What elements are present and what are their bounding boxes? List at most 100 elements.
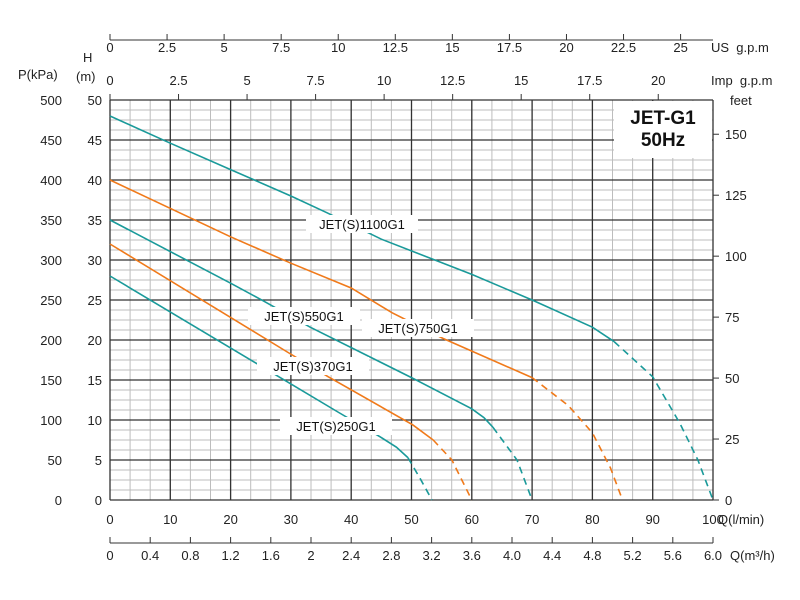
series-label: JET(S)550G1 [264,309,343,324]
feet-tick-label: 75 [725,310,739,325]
m3h-tick-label: 4.0 [503,548,521,563]
series-label-bg [362,319,474,337]
us-gpm-tick-label: 15 [445,40,459,55]
imp-gpm-tick-label: 0 [106,73,113,88]
m3h-tick-label: 3.2 [423,548,441,563]
imp-gpm-tick-label: 5 [243,73,250,88]
series-label: JET(S)250G1 [296,419,375,434]
m3h-tick-label: 1.6 [262,548,280,563]
y-tick-label: 45 [88,133,102,148]
x-tick-label: 90 [645,512,659,527]
m3h-tick-label: 3.6 [463,548,481,563]
title-box: JET-G1 50Hz [614,101,712,158]
y-tick-label: 30 [88,253,102,268]
y-label-m: (m) [76,69,96,84]
m3h-tick-label: 5.2 [624,548,642,563]
y-tick-label: 50 [88,93,102,108]
kpa-tick-label: 300 [40,253,62,268]
series-label-bg [306,215,418,233]
y-tick-label: 35 [88,213,102,228]
feet-tick-label: 150 [725,127,747,142]
m3h-tick-label: 4.4 [543,548,561,563]
curve-jets370g1-solid [109,243,434,441]
chart-subtitle: 50Hz [641,130,685,151]
x-tick-label: 60 [465,512,479,527]
left-axis-label: P(kPa) [18,67,58,82]
us-gpm-tick-label: 0 [106,40,113,55]
imp-gpm-tick-label: 15 [514,73,528,88]
y-tick-label: 40 [88,173,102,188]
imp-gpm-tick-label: 17.5 [577,73,602,88]
kpa-tick-label: 150 [40,373,62,388]
m3h-tick-label: 5.6 [664,548,682,563]
kpa-tick-label: 500 [40,93,62,108]
kpa-tick-label: 400 [40,173,62,188]
x-tick-label: 50 [404,512,418,527]
us-gpm-tick-label: 7.5 [272,40,290,55]
m3h-tick-label: 6.0 [704,548,722,563]
kpa-tick-label: 50 [48,453,62,468]
kpa-tick-label: 450 [40,133,62,148]
kpa-tick-label: 100 [40,413,62,428]
m3h-tick-label: 0.8 [181,548,199,563]
curve-jets250g1-dashed [407,457,433,501]
kpa-tick-label: 350 [40,213,62,228]
imp-gpm-tick-label: 7.5 [307,73,325,88]
series-label: JET(S)370G1 [273,359,352,374]
curve-jets550g1-solid [109,219,494,428]
x-tick-label: 80 [585,512,599,527]
m3h-tick-label: 2.8 [382,548,400,563]
x-tick-label: 70 [525,512,539,527]
feet-tick-label: 125 [725,188,747,203]
us-gpm-tick-label: 2.5 [158,40,176,55]
feet-tick-label: 25 [725,432,739,447]
imp-gpm-tick-label: 20 [651,73,665,88]
curve-jets750g1-dashed [531,376,624,501]
us-gpm-tick-label: 22.5 [611,40,636,55]
kpa-tick-label: 200 [40,333,62,348]
us-gpm-tick-label: 5 [221,40,228,55]
x-tick-label: 10 [163,512,177,527]
us-gpm-tick-label: 17.5 [497,40,522,55]
feet-tick-label: 0 [725,493,732,508]
x-tick-label: 100 [702,512,724,527]
y-label-h: H [83,50,92,65]
y-tick-label: 20 [88,333,102,348]
y-tick-label: 0 [95,493,102,508]
m3h-tick-label: 1.2 [222,548,240,563]
top-us-label: US g.p.m [711,40,769,55]
feet-tick-label: 50 [725,371,739,386]
curve-jets370g1-dashed [432,439,473,501]
x-tick-label: 0 [106,512,113,527]
x-tick-label: 20 [223,512,237,527]
kpa-tick-label: 250 [40,293,62,308]
imp-gpm-tick-label: 2.5 [169,73,187,88]
m3h-tick-label: 2 [307,548,314,563]
bottom-m3h-label: Q(m³/h) [730,548,775,563]
series-label-bg [248,307,360,325]
series-label: JET(S)1100G1 [319,217,405,232]
series-label-bg [257,357,369,375]
x-tick-label: 40 [344,512,358,527]
us-gpm-tick-label: 20 [559,40,573,55]
axes: 0 10 20 30 40 50 60 70 80 90 100051015202530354045… [40,34,747,563]
series-label: JET(S)750G1 [378,321,457,336]
series-labels: JET(S)1100G1 JET(S)750G1 JET(S)550G1 JET(S)… [248,215,474,435]
curve-jets550g1-dashed [492,426,533,501]
series-label-bg [280,417,392,435]
y-tick-label: 10 [88,413,102,428]
right-axis-label: feet [730,93,752,108]
us-gpm-tick-label: 25 [673,40,687,55]
m3h-tick-label: 0 [106,548,113,563]
m3h-tick-label: 0.4 [141,548,159,563]
curve-jets750g1-solid [109,179,533,379]
imp-gpm-tick-label: 10 [377,73,391,88]
chart-title: JET-G1 [630,108,696,129]
kpa-tick-label: 0 [55,493,62,508]
m3h-tick-label: 2.4 [342,548,360,563]
us-gpm-tick-label: 10 [331,40,345,55]
y-tick-label: 15 [88,373,102,388]
y-tick-label: 25 [88,293,102,308]
y-tick-label: 5 [95,453,102,468]
